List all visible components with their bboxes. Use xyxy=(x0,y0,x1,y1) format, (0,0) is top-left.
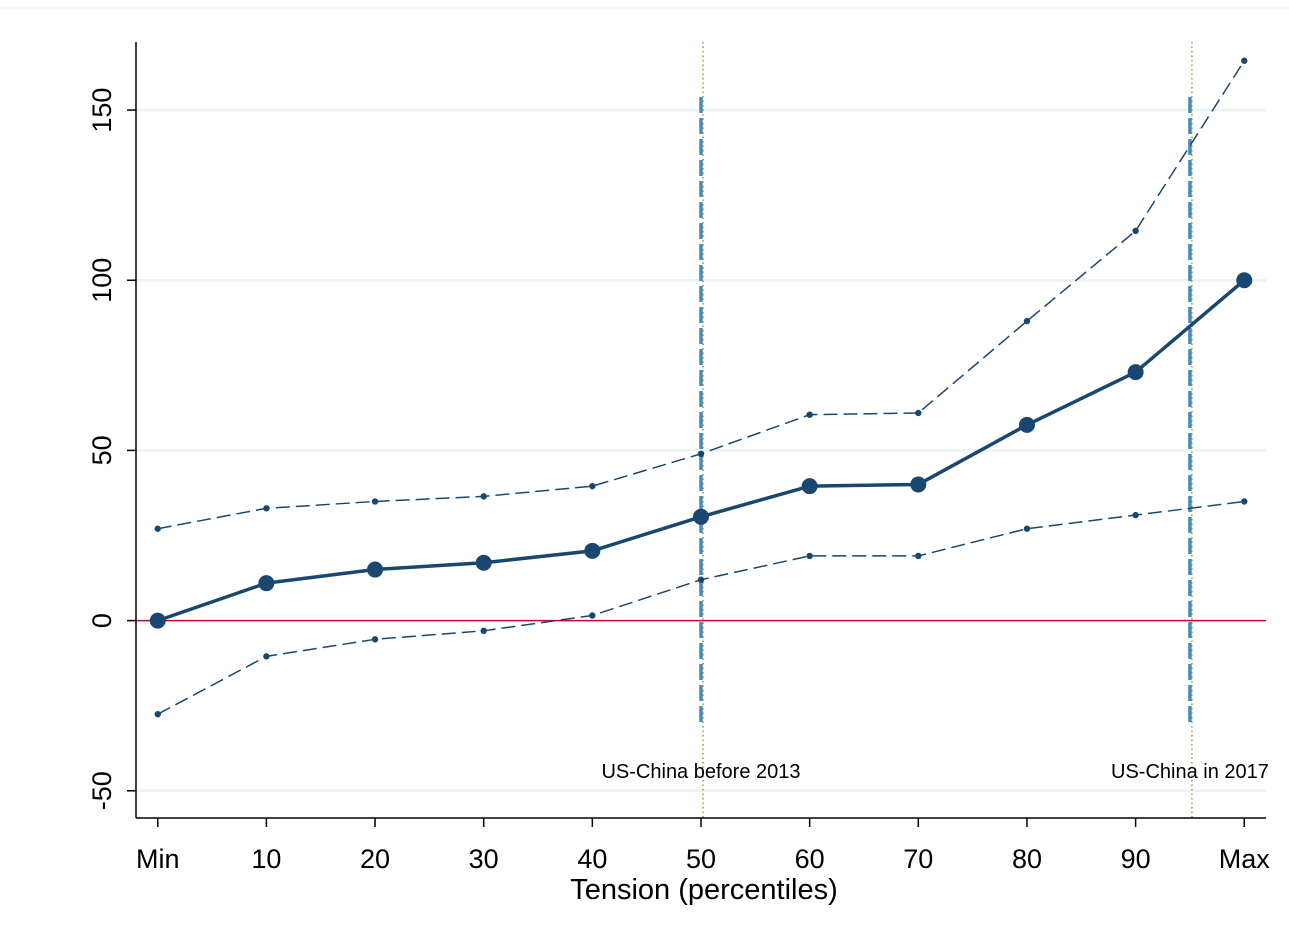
lower-ci-point xyxy=(1023,525,1031,532)
estimate-point xyxy=(1018,416,1035,433)
upper-ci-point xyxy=(1241,57,1248,64)
vertical-reference-lines: US-China before 2013 US-China in 2017 xyxy=(601,42,1269,818)
estimate-point xyxy=(149,612,166,629)
estimate-point xyxy=(475,554,492,571)
y-tick-label: -50 xyxy=(87,771,117,810)
x-tick-label: Min xyxy=(136,844,180,874)
lower-ci-point xyxy=(697,576,705,583)
upper-ci-point xyxy=(480,493,487,500)
vline-label: US-China before 2013 xyxy=(601,761,800,783)
x-tick-label: 10 xyxy=(251,844,281,874)
x-tick-label: Max xyxy=(1219,844,1271,874)
lower-ci-point xyxy=(1241,498,1248,505)
lower-ci-point xyxy=(154,710,161,718)
x-axis-title: Tension (percentiles) xyxy=(570,874,838,906)
upper-ci-point xyxy=(697,450,705,458)
x-tick-label: 50 xyxy=(686,844,716,874)
x-tick-label: 40 xyxy=(577,844,607,874)
axis-labels: -50 0 50 100 150 Min 10 20 30 40 50 60 70 80 90 Max xyxy=(87,88,1270,874)
upper-ci-point xyxy=(154,525,161,532)
upper-ci-point xyxy=(806,411,813,418)
estimate-point xyxy=(1236,272,1253,289)
estimate-point xyxy=(693,508,709,525)
upper-ci-point xyxy=(1132,227,1139,235)
estimate-point xyxy=(258,575,275,592)
lower-ci-point xyxy=(263,653,270,660)
x-tick-label: 80 xyxy=(1012,844,1042,874)
vline-label: US-China in 2017 xyxy=(1111,761,1269,783)
estimate-point xyxy=(584,542,601,559)
lower-ci-point xyxy=(806,552,813,560)
estimate-point xyxy=(1127,364,1144,381)
upper-ci-point xyxy=(589,482,596,490)
y-tick-label: 100 xyxy=(87,258,117,303)
confidence-band-lines xyxy=(154,57,1248,718)
lower-ci-point xyxy=(589,612,596,619)
lower-ci-point xyxy=(1132,511,1139,519)
upper-ci-point xyxy=(263,505,270,512)
y-tick-label: 50 xyxy=(87,435,117,465)
x-tick-label: 60 xyxy=(795,844,825,874)
upper-ci-point xyxy=(1023,317,1031,325)
estimate-point xyxy=(801,478,818,495)
upper-ci-point xyxy=(371,498,379,505)
lower-ci-point xyxy=(915,552,922,560)
x-tick-label: 90 xyxy=(1121,844,1151,874)
y-tick-label: 0 xyxy=(87,613,117,628)
lower-ci-point xyxy=(371,636,379,643)
x-tick-label: 20 xyxy=(360,844,390,874)
x-tick-label: 70 xyxy=(903,844,933,874)
estimate-point xyxy=(367,561,384,578)
axes xyxy=(127,42,1266,827)
estimate-point xyxy=(910,476,927,493)
lower-ci-point xyxy=(480,627,487,635)
y-tick-label: 150 xyxy=(87,88,117,133)
x-tick-label: 30 xyxy=(469,844,499,874)
upper-ci-point xyxy=(915,409,922,417)
estimate-line xyxy=(149,272,1253,629)
